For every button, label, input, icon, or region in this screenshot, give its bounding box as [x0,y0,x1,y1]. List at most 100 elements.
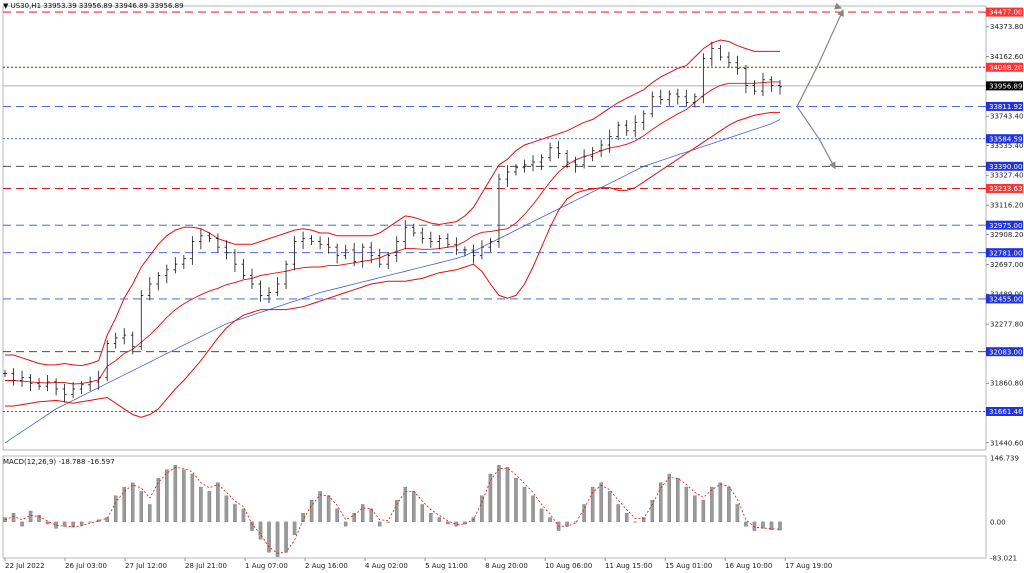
level-price-box [986,81,1023,91]
macd-histogram-bar [420,504,425,523]
time-tick-label: 11 Aug 15:00 [605,562,652,570]
macd-histogram-bar [710,486,714,523]
price-tick-label: 32697.00 [990,261,1023,269]
macd-histogram-bar [701,499,706,523]
forecast-down-arrow [796,106,836,170]
macd-histogram-bar [599,482,603,523]
macd-histogram-bar [684,486,689,523]
macd-histogram-bar [318,491,322,523]
macd-pane[interactable]: 146.739 0.00 -83.021 [2,455,1019,563]
ohlc-bars [3,41,782,403]
level-price-label: 31661.46 [989,408,1023,416]
macd-histogram-bar [122,486,126,523]
forecast-top-arrow [834,2,843,10]
macd-pane-frame [2,455,987,559]
macd-histogram-bar [693,495,697,523]
macd-tick-label: -83.021 [990,555,1017,563]
price-tick-label: 32908.20 [990,231,1023,239]
macd-histogram-bar [37,515,41,523]
macd-histogram-bar [641,517,646,523]
macd-histogram-bar [718,482,723,523]
level-price-label: 33811.92 [989,103,1022,111]
macd-histogram-bar [607,491,612,523]
price-tick-label: 33743.40 [990,113,1023,121]
macd-histogram-bar [539,508,544,523]
macd-histogram-bar [216,482,220,523]
macd-histogram-bar [165,469,169,523]
level-price-label: 34477.00 [989,9,1022,17]
macd-histogram-bar [156,478,161,523]
collapse-triangle-icon[interactable]: ▼ [3,2,11,10]
macd-histogram-bar [386,521,390,523]
macd-histogram-bar [352,513,356,523]
bollinger-middle-band [5,81,780,385]
macd-indicator-label: MACD(12,26,9) -18.788 -16.597 [3,458,115,466]
macd-histogram-bar [20,521,24,527]
level-price-label: 32975.00 [989,222,1022,230]
level-price-label: 33584.59 [989,135,1022,143]
main-price-pane[interactable]: 34373.8034162.6033951.5033743.4033535.40… [2,2,1023,451]
level-price-label: 32083.00 [989,348,1022,356]
time-tick-label: 1 Aug 07:00 [245,562,288,570]
macd-histogram-bar [573,521,578,523]
macd-histogram-bar [412,491,416,523]
macd-histogram-bar [267,521,271,553]
macd-histogram-bar [113,495,118,523]
macd-histogram-bar [130,482,135,523]
symbol-name: US30,H1 [10,2,42,10]
time-tick-label: 2 Aug 16:00 [305,562,348,570]
macd-histogram-bar [28,510,33,523]
macd-histogram-bar [199,486,203,523]
macd-histogram-bar [88,521,92,523]
macd-histogram-bar [45,521,50,525]
time-tick-label: 22 Jul 2022 [5,562,45,570]
macd-histogram-bar [624,513,629,523]
level-price-box [986,220,1023,230]
level-price-box [986,347,1023,357]
price-tick-label: 32277.80 [990,321,1023,329]
macd-histogram-bar [284,521,288,553]
macd-histogram-bar [224,495,229,523]
macd-histogram-bar [343,521,348,527]
price-tick-label: 31860.80 [990,380,1023,388]
level-price-box [986,183,1023,193]
macd-histogram-bar [548,517,552,523]
macd-histogram-bar [139,491,144,523]
level-price-box [986,294,1023,304]
level-price-label: 32455.00 [989,296,1022,304]
macd-tick-label: 146.739 [990,455,1019,463]
macd-histogram-bar [326,495,331,523]
macd-histogram-bar [79,521,84,526]
macd-histogram-bar [207,491,212,523]
level-price-box [986,101,1023,111]
time-tick-label: 17 Aug 19:00 [785,562,832,570]
level-price-box [986,406,1023,416]
macd-histogram-bar [778,521,782,531]
macd-histogram-bar [292,521,297,536]
macd-histogram-bar [659,482,663,523]
time-tick-label: 8 Aug 20:00 [485,562,528,570]
level-price-box [986,248,1023,258]
macd-histogram-bar [744,521,748,527]
macd-histogram-bar [190,473,195,523]
macd-histogram-bar [676,478,680,523]
macd-histogram-bar [403,486,408,523]
macd-histogram-bar [650,499,655,523]
macd-histogram-bar [505,467,510,523]
time-tick-label: 5 Aug 11:00 [425,562,468,570]
level-price-label: 32781.00 [989,249,1022,257]
macd-histogram-bar [761,521,765,529]
macd-histogram-bar [616,504,620,523]
macd-histogram-bar [429,513,433,523]
macd-histogram-bar [275,521,280,557]
time-tick-label: 28 Jul 21:00 [185,562,227,570]
macd-histogram-bar [377,521,382,527]
macd-histogram-bar [522,486,527,523]
time-tick-label: 15 Aug 01:00 [665,562,712,570]
macd-histogram-bar [173,465,178,523]
price-tick-label: 31440.60 [990,439,1023,447]
time-tick-label: 26 Jul 03:00 [65,562,107,570]
macd-histogram-bar [667,473,672,523]
macd-tick-label: 0.00 [990,518,1006,526]
